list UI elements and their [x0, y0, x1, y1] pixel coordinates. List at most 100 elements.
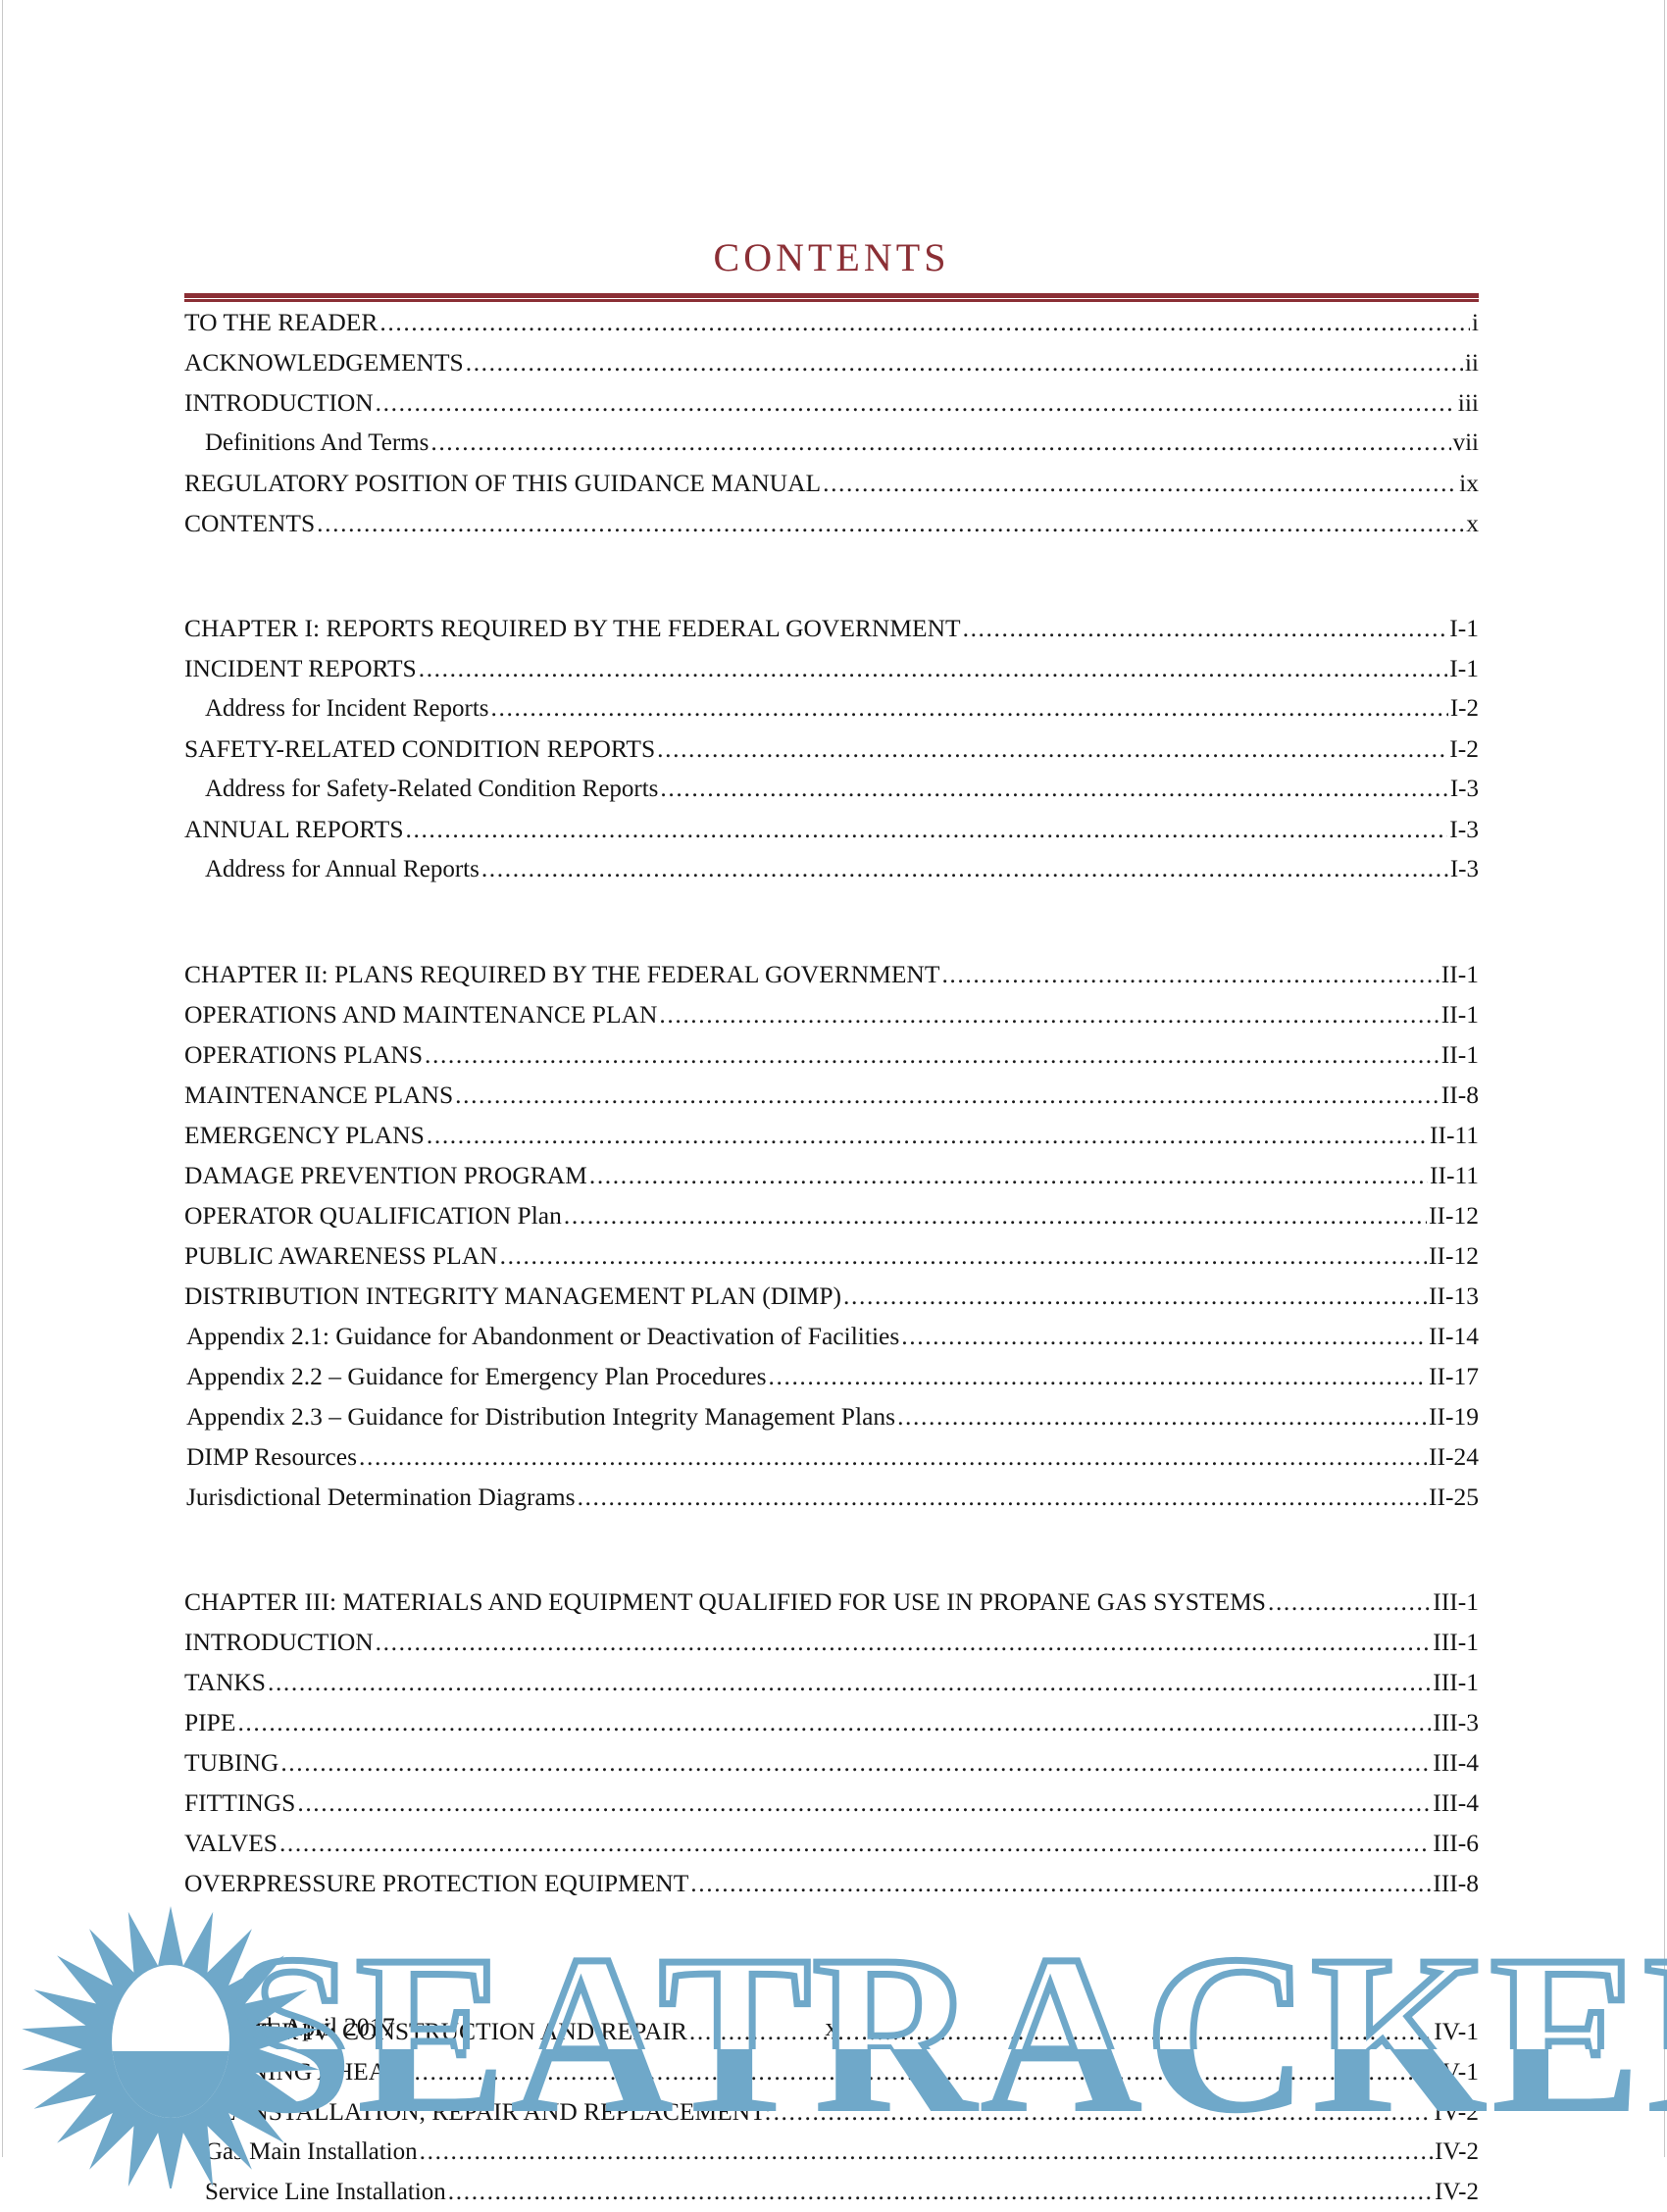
toc-entry[interactable]: Jurisdictional Determination Diagrams II-…	[184, 1477, 1479, 1517]
toc-entry-label: Jurisdictional Determination Diagrams	[186, 1483, 576, 1511]
toc-entry-page: IV-1	[1434, 2057, 1479, 2086]
toc-entry-page: III-1	[1433, 1628, 1479, 1656]
toc-entry-label: CONTENTS	[184, 509, 316, 537]
toc-entry-page: i	[1471, 308, 1479, 336]
toc-entry[interactable]: TANKS III-1	[184, 1662, 1479, 1702]
toc-entry-label: OPERATIONS AND MAINTENANCE PLAN	[184, 1000, 658, 1029]
toc-entry[interactable]: CHAPTER I: REPORTS REQUIRED BY THE FEDER…	[184, 608, 1479, 648]
toc-entry[interactable]: INCIDENT REPORTS I-1	[184, 648, 1479, 688]
toc-entry[interactable]: DIMP Resources II-24	[184, 1436, 1479, 1477]
toc-entry[interactable]: OVERPRESSURE PROTECTION EQUIPMENT III-8	[184, 1863, 1479, 1903]
toc-dot-leader	[690, 1871, 1431, 1896]
toc-entry-page: ix	[1459, 469, 1479, 497]
toc-entry-page: III-4	[1433, 1788, 1479, 1817]
toc-section-chapter-3: CHAPTER III: MATERIALS AND EQUIPMENT QUA…	[184, 1582, 1479, 1903]
toc-entry-page: IV-2	[1435, 2179, 1479, 2205]
toc-dot-leader	[448, 2179, 1433, 2203]
toc-dot-leader	[280, 1750, 1431, 1776]
toc-entry[interactable]: FITTINGS III-4	[184, 1783, 1479, 1823]
toc-entry[interactable]: OPERATOR QUALIFICATION Plan II-12	[184, 1195, 1479, 1235]
toc-entry-page: II-11	[1429, 1161, 1479, 1189]
toc-entry-page: vii	[1452, 429, 1479, 456]
toc-entry[interactable]: INTRODUCTION iii	[184, 382, 1479, 423]
toc-dot-leader	[268, 1670, 1431, 1695]
toc-entry[interactable]: REGULATORY POSITION OF THIS GUIDANCE MAN…	[184, 463, 1479, 503]
toc-entry-label: FITTINGS	[184, 1788, 296, 1817]
toc-dot-leader	[1268, 1589, 1431, 1615]
toc-dot-leader	[823, 471, 1457, 496]
toc-entry[interactable]: VALVES III-6	[184, 1823, 1479, 1863]
toc-entry-label: DIMP Resources	[186, 1442, 357, 1471]
toc-dot-leader	[420, 2138, 1433, 2163]
toc-entry-label: OPERATIONS PLANS	[184, 1040, 423, 1069]
toc-section-chapter-1: CHAPTER I: REPORTS REQUIRED BY THE FEDER…	[184, 608, 1479, 889]
toc-entry[interactable]: Address for Safety-Related Condition Rep…	[184, 769, 1479, 809]
toc-entry-label: PIPE	[184, 1708, 236, 1736]
toc-entry[interactable]: SAFETY-RELATED CONDITION REPORTS I-2	[184, 729, 1479, 769]
toc-entry-label: Appendix 2.1: Guidance for Abandonment o…	[186, 1322, 900, 1350]
toc-entry[interactable]: ACKNOWLEDGEMENTS ii	[184, 342, 1479, 382]
toc-entry[interactable]: Appendix 2.2 – Guidance for Emergency Pl…	[184, 1356, 1479, 1396]
toc-dot-leader	[481, 856, 1448, 880]
toc-dot-leader	[376, 390, 1456, 416]
toc-entry[interactable]: ANNUAL REPORTS I-3	[184, 809, 1479, 849]
toc-entry[interactable]: OPERATIONS AND MAINTENANCE PLAN II-1	[184, 994, 1479, 1034]
toc-dot-leader	[407, 2059, 1433, 2085]
toc-entry[interactable]: Address for Annual Reports I-3	[184, 849, 1479, 889]
toc-entry[interactable]: EMERGENCY PLANS II-11	[184, 1115, 1479, 1155]
toc-entry-page: ii	[1464, 348, 1479, 377]
toc-entry-page: II-19	[1429, 1402, 1479, 1431]
toc-dot-leader	[430, 429, 1450, 454]
toc-entry[interactable]: CONTENTS x	[184, 503, 1479, 543]
toc-entry[interactable]: INTRODUCTION III-1	[184, 1622, 1479, 1662]
toc-dot-leader	[425, 1042, 1440, 1068]
toc-spacer	[184, 1517, 1479, 1582]
toc-entry-page: I-3	[1449, 856, 1479, 882]
toc-entry[interactable]: Service Line Installation IV-2	[184, 2172, 1479, 2212]
page-title: CONTENTS	[713, 235, 950, 279]
toc-dot-leader	[379, 310, 1470, 335]
toc-entry[interactable]: Gas Main Installation IV-2	[184, 2132, 1479, 2172]
toc-entry-label: Appendix 2.3 – Guidance for Distribution…	[186, 1402, 896, 1431]
toc-entry-label: DISTRIBUTION INTEGRITY MANAGEMENT PLAN (…	[184, 1282, 842, 1310]
toc-entry-page: IV-2	[1435, 2138, 1479, 2165]
toc-entry[interactable]: MAINTENANCE PLANS II-8	[184, 1075, 1479, 1115]
toc-entry-page: III-1	[1433, 1668, 1479, 1696]
toc-entry[interactable]: Definitions And Terms vii	[184, 423, 1479, 463]
toc-dot-leader	[317, 511, 1464, 536]
toc-entry-label: REGULATORY POSITION OF THIS GUIDANCE MAN…	[184, 469, 822, 497]
toc-entry[interactable]: PIPE INSTALLATION, REPAIR AND REPLACEMEN…	[184, 2091, 1479, 2132]
toc-dot-leader	[406, 817, 1448, 842]
toc-entry[interactable]: Appendix 2.3 – Guidance for Distribution…	[184, 1396, 1479, 1436]
page-edge-left	[2, 0, 3, 2157]
toc-entry[interactable]: DISTRIBUTION INTEGRITY MANAGEMENT PLAN (…	[184, 1276, 1479, 1316]
toc-dot-leader	[466, 350, 1463, 376]
toc-entry-label: INTRODUCTION	[184, 388, 374, 417]
toc-dot-leader	[491, 695, 1448, 720]
toc-entry-label: OPERATOR QUALIFICATION Plan	[184, 1201, 562, 1230]
toc-entry-page: I-2	[1449, 734, 1479, 763]
toc-entry[interactable]: DAMAGE PREVENTION PROGRAM II-11	[184, 1155, 1479, 1195]
toc-entry[interactable]: PLANNING AHEAD IV-1	[184, 2051, 1479, 2091]
toc-dot-leader	[659, 1002, 1439, 1028]
toc-entry-label: PUBLIC AWARENESS PLAN	[184, 1241, 498, 1270]
toc-dot-leader	[660, 776, 1447, 800]
toc-entry[interactable]: Appendix 2.1: Guidance for Abandonment o…	[184, 1316, 1479, 1356]
toc-entry[interactable]: OPERATIONS PLANS II-1	[184, 1034, 1479, 1075]
toc-entry[interactable]: PUBLIC AWARENESS PLAN II-12	[184, 1235, 1479, 1276]
toc-entry[interactable]: CHAPTER II: PLANS REQUIRED BY THE FEDERA…	[184, 954, 1479, 994]
toc-entry-label: TUBING	[184, 1748, 279, 1777]
toc-entry[interactable]: TUBING III-4	[184, 1742, 1479, 1783]
toc-entry-page: I-1	[1449, 654, 1479, 682]
toc-entry[interactable]: Address for Incident Reports I-2	[184, 688, 1479, 729]
toc-entry-label: Service Line Installation	[205, 2179, 446, 2205]
toc-dot-leader	[901, 1324, 1427, 1349]
toc-entry[interactable]: TO THE READER i	[184, 302, 1479, 342]
toc-entry-page: III-3	[1433, 1708, 1479, 1736]
toc-entry-page: IV-2	[1434, 2097, 1479, 2126]
toc-entry-page: II-1	[1440, 1040, 1479, 1069]
toc-entry-page: IV-1	[1434, 2017, 1479, 2045]
toc-entry[interactable]: PIPE III-3	[184, 1702, 1479, 1742]
toc-dot-leader	[941, 962, 1439, 987]
toc-entry[interactable]: CHAPTER III: MATERIALS AND EQUIPMENT QUA…	[184, 1582, 1479, 1622]
